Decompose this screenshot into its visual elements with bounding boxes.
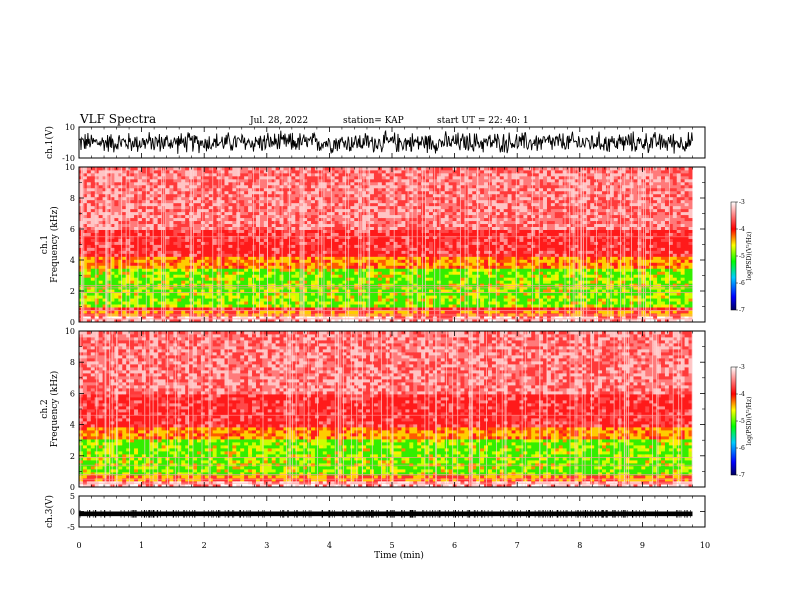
colorbar-tick-label: -3 [739,364,745,371]
ch2-spectrogram-panel: 0 2 4 6 8 10 ch.2 Frequency (kHz) [40,327,706,492]
x-tick-label: 0 [76,541,81,550]
colorbar-tick-label: -7 [739,307,745,314]
colorbar-tick-label: -4 [739,226,745,233]
y-axis-label: ch.1(V) [44,126,55,159]
x-tick-label: 7 [515,541,520,550]
y-tick-label: 10 [65,163,75,172]
ch3-waveform-panel: 5 0 -5 ch.3(V) [44,492,706,532]
y-axis-label: ch.1 [40,235,50,254]
y-tick-label: -10 [62,154,75,163]
colorbar-tick-label: -6 [739,445,745,452]
y-tick-label: -5 [67,523,75,532]
x-tick-label: 3 [264,541,269,550]
x-tick-label: 6 [452,541,457,550]
ch1-waveform-trace [78,129,693,154]
colorbar-tick-label: -7 [739,472,745,479]
figure-title: VLF Spectra [79,112,156,126]
ch1-spectrogram-panel: 0 2 4 6 8 10 ch.1 Frequency (kHz) [40,163,706,327]
time-axis: 0 1 2 3 4 5 6 7 8 9 10 [76,541,710,550]
x-tick-label: 1 [139,541,144,550]
start-time-label: start UT = 22: 40: 1 [437,116,529,126]
colorbar-tick-label: -6 [739,280,745,287]
colorbar-scale [730,201,737,311]
y-tick-label: 0 [70,508,75,517]
x-tick-label: 9 [640,541,645,550]
ch1-waveform-line [78,129,693,154]
colorbar-label: log(PSD)(V²/Hz) [746,232,753,281]
y-axis-label: ch.3(V) [44,495,55,528]
ch3-waveform-spikes [79,510,691,518]
ch2-colorbar: -3 -4 -5 -6 -7 log(PSD)(V²/Hz) [730,364,753,479]
y-axis-label: ch.2 [40,399,50,418]
y-axis-label: Frequency (kHz) [49,206,60,283]
y-tick-label: 4 [70,256,75,265]
date-label: Jul. 28, 2022 [249,116,308,126]
ch1-colorbar: -3 -4 -5 -6 -7 log(PSD)(V²/Hz) [730,199,753,314]
y-axis-label: Frequency (kHz) [49,371,60,448]
x-tick-label: 4 [327,541,332,550]
y-tick-label: 10 [65,327,75,336]
y-tick-label: 4 [70,421,75,430]
x-tick-label: 10 [700,541,710,550]
y-tick-label: 2 [70,452,75,461]
y-tick-label: 2 [70,287,75,296]
x-tick-label: 8 [577,541,582,550]
colorbar-tick-label: -5 [739,253,745,260]
colorbar-label: log(PSD)(V²/Hz) [746,397,753,446]
y-tick-label: 6 [70,389,75,398]
ch1-spectrogram-image [79,167,705,323]
colorbar-tick-label: -3 [739,199,745,206]
time-axis-label: Time (min) [374,550,424,561]
y-tick-label: 6 [70,225,75,234]
y-tick-label: 8 [70,358,75,367]
ch3-waveform-band [79,511,693,517]
y-tick-label: 10 [65,123,75,132]
y-tick-label: 8 [70,194,75,203]
colorbar-scale [730,366,737,476]
y-tick-label: 0 [70,483,75,492]
ch3-waveform-trace [79,510,693,518]
y-tick-label: 5 [70,492,75,501]
colorbar-tick-label: -4 [739,391,745,398]
x-tick-label: 2 [202,541,207,550]
ch1-waveform-panel: 10 -10 ch.1(V) [44,123,706,163]
ch2-spectrogram-image [79,331,705,488]
x-tick-label: 5 [389,541,394,550]
station-label: station= KAP [343,116,404,126]
colorbar-tick-label: -5 [739,418,745,425]
y-tick-label: 0 [70,318,75,327]
